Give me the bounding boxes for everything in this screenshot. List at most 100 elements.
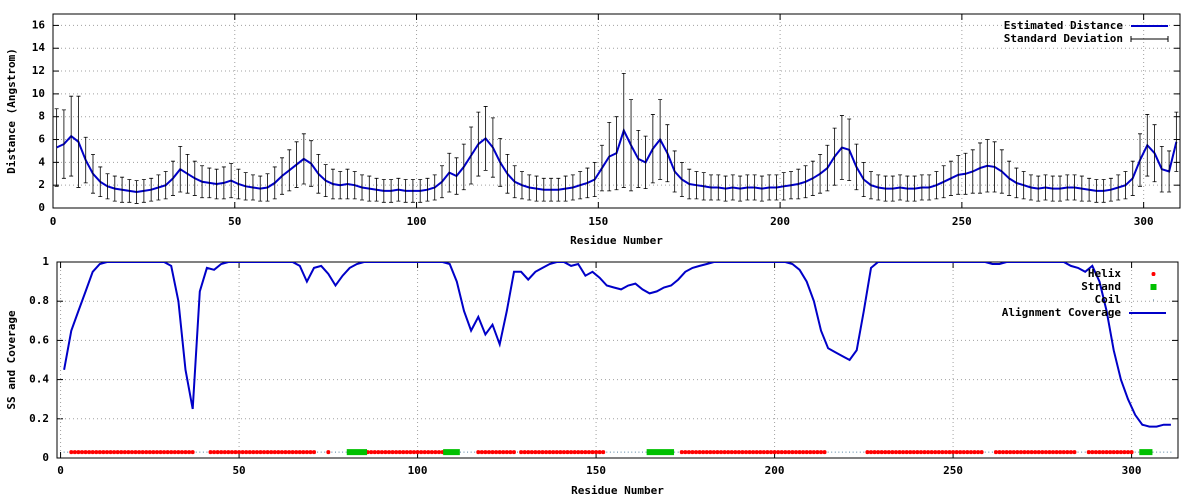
- error-bar: [505, 153, 510, 194]
- error-bar: [1108, 177, 1113, 202]
- error-bar: [258, 175, 263, 202]
- legend-label: Standard Deviation: [1004, 32, 1123, 45]
- legend-swatch: [1151, 272, 1156, 276]
- error-bar: [883, 175, 888, 202]
- helix-segment: [326, 450, 331, 455]
- error-bar: [61, 109, 66, 179]
- error-bar: [134, 180, 139, 204]
- error-bar: [919, 174, 924, 201]
- error-bar: [1130, 160, 1135, 196]
- error-bar: [498, 137, 503, 187]
- strand-segment: [346, 449, 368, 456]
- y-tick-label: 0.8: [29, 294, 49, 307]
- strand-segment: [1139, 449, 1153, 456]
- x-axis-label: Residue Number: [570, 234, 663, 247]
- error-bar: [185, 153, 190, 194]
- error-bar: [643, 135, 648, 189]
- error-bar: [723, 175, 728, 202]
- error-bar: [1021, 171, 1026, 200]
- error-bar: [527, 174, 532, 201]
- y-tick-label: 1: [42, 255, 49, 268]
- error-bar: [781, 172, 786, 201]
- error-bar: [614, 116, 619, 191]
- error-bar: [76, 95, 81, 188]
- error-bar: [352, 171, 357, 200]
- error-bar: [1167, 150, 1172, 193]
- helix-segment: [365, 450, 445, 455]
- error-bar: [207, 167, 212, 199]
- error-bar: [636, 130, 641, 188]
- error-bar: [149, 177, 154, 202]
- error-bar: [578, 171, 583, 200]
- error-bar: [999, 149, 1004, 194]
- error-bar: [752, 174, 757, 201]
- error-bar: [170, 160, 175, 196]
- error-bar: [156, 174, 161, 201]
- y-tick-label: 10: [32, 87, 45, 100]
- error-bar: [861, 161, 866, 197]
- legend-swatch: [1130, 36, 1169, 42]
- strand-segment: [646, 449, 675, 456]
- legend-label: Helix: [1088, 267, 1121, 280]
- x-tick-label: 150: [586, 464, 606, 477]
- error-bar: [483, 106, 488, 171]
- error-bar: [716, 174, 721, 201]
- error-bar: [200, 165, 205, 199]
- error-bar: [1050, 175, 1055, 202]
- x-tick-label: 0: [57, 464, 64, 477]
- error-bar: [141, 179, 146, 203]
- error-bar: [629, 99, 634, 192]
- error-bar: [69, 95, 74, 177]
- error-bar: [759, 175, 764, 202]
- error-bar: [665, 124, 670, 183]
- error-bar: [948, 160, 953, 196]
- error-bar: [243, 172, 248, 201]
- error-bar: [1043, 174, 1048, 201]
- error-bar: [825, 144, 830, 192]
- x-tick-label: 300: [1122, 464, 1142, 477]
- x-tick-label: 50: [232, 464, 245, 477]
- y-tick-label: 0.2: [29, 412, 49, 425]
- error-bar: [854, 143, 859, 191]
- error-bar: [272, 166, 277, 200]
- error-bar: [120, 176, 125, 203]
- helix-segment: [519, 450, 606, 455]
- error-bar: [410, 179, 415, 203]
- legend-label: Alignment Coverage: [1002, 306, 1122, 319]
- helix-segment: [69, 450, 195, 455]
- error-bar: [1094, 179, 1099, 203]
- y-tick-label: 4: [38, 155, 45, 168]
- error-bar: [927, 174, 932, 201]
- error-bar: [912, 175, 917, 202]
- x-tick-label: 250: [943, 464, 963, 477]
- error-bar: [963, 152, 968, 195]
- y-tick-label: 16: [32, 18, 46, 31]
- error-bar: [549, 177, 554, 202]
- error-bar: [476, 111, 481, 177]
- error-bar: [985, 139, 990, 193]
- error-bar: [1152, 124, 1157, 183]
- error-bar: [367, 175, 372, 202]
- error-bar: [192, 160, 197, 196]
- error-bar: [454, 157, 459, 195]
- error-bar: [236, 168, 241, 200]
- x-tick-label: 250: [952, 215, 972, 228]
- error-bar: [941, 165, 946, 199]
- line-series: [63, 262, 1171, 428]
- legend-swatch: [1150, 284, 1157, 290]
- error-bar: [447, 152, 452, 193]
- error-bar: [381, 179, 386, 203]
- error-bar: [425, 177, 430, 202]
- error-bar: [1116, 174, 1121, 201]
- error-bar: [876, 174, 881, 201]
- error-bar: [469, 126, 474, 185]
- y-tick-label: 14: [32, 41, 46, 54]
- error-bar: [978, 142, 983, 194]
- x-tick-label: 300: [1134, 215, 1154, 228]
- y-tick-label: 8: [38, 110, 45, 123]
- x-tick-label: 200: [770, 215, 790, 228]
- error-bar: [709, 174, 714, 201]
- plot-frame: [56, 261, 1179, 459]
- error-bar: [738, 175, 743, 202]
- error-bar: [112, 175, 117, 202]
